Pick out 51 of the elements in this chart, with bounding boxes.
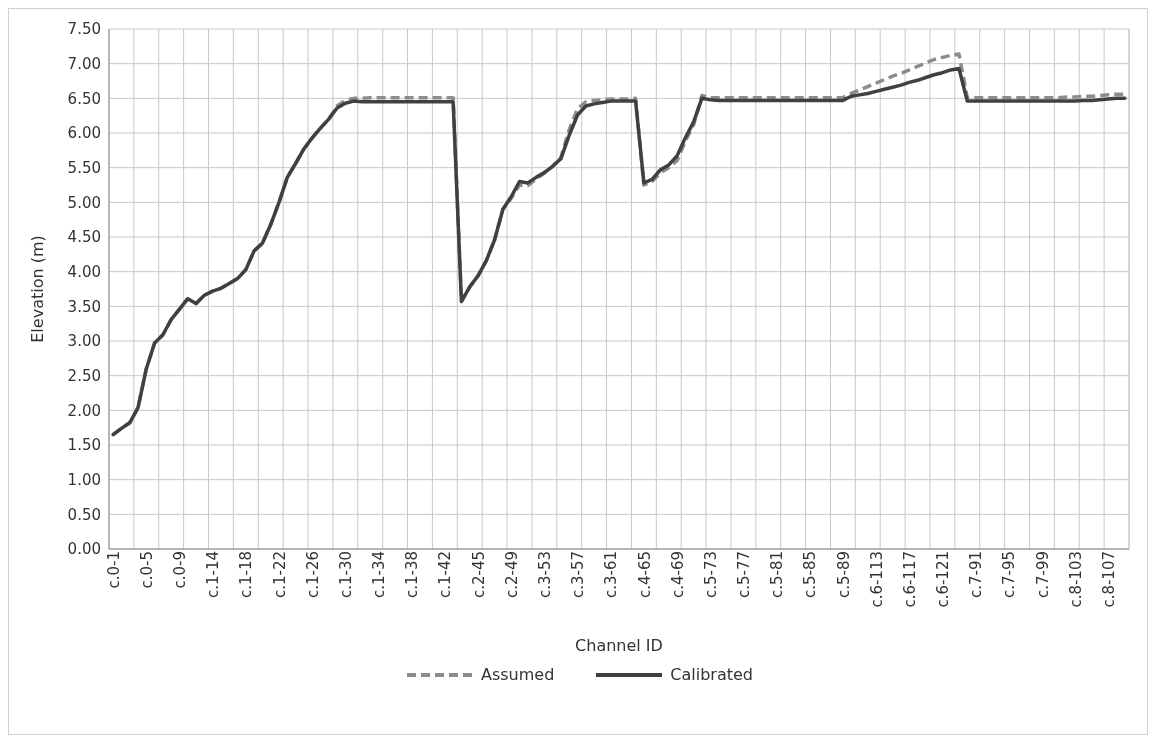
x-tick-label: c.2-45 [469, 551, 488, 599]
x-tick-label: c.6-113 [867, 551, 886, 608]
x-tick-label: c.4-69 [668, 551, 687, 599]
x-tick-label: c.5-81 [768, 551, 787, 599]
x-tick-label: c.6-117 [900, 551, 919, 608]
x-tick-label: c.5-77 [735, 551, 754, 599]
y-tick-label: 2.00 [67, 401, 101, 420]
x-tick-label: c.7-95 [1000, 551, 1019, 599]
x-tick-label: c.4-65 [635, 551, 654, 599]
x-tick-label: c.7-99 [1033, 551, 1052, 599]
x-tick-label: c.5-73 [701, 551, 720, 599]
x-tick-label: c.1-14 [204, 551, 223, 599]
x-tick-label: c.3-53 [536, 551, 555, 599]
y-tick-label: 4.00 [67, 262, 101, 281]
x-tick-label: c.1-30 [336, 551, 355, 599]
x-tick-label: c.0-5 [137, 551, 156, 589]
y-tick-label: 2.50 [67, 366, 101, 385]
x-tick-label: c.5-85 [801, 551, 820, 599]
x-tick-label: c.1-18 [237, 551, 256, 599]
y-tick-label: 1.50 [67, 436, 101, 455]
x-tick-label: c.2-49 [502, 551, 521, 599]
x-tick-label: c.3-61 [602, 551, 621, 599]
x-tick-label: c.1-22 [270, 551, 289, 599]
y-tick-label: 3.50 [67, 297, 101, 316]
x-tick-label: c.0-9 [171, 551, 190, 589]
x-tick-label: c.5-89 [834, 551, 853, 599]
y-tick-label: 5.00 [67, 193, 101, 212]
x-axis-title: Channel ID [575, 636, 663, 655]
x-tick-label: c.0-1 [104, 551, 123, 589]
x-tick-label: c.1-34 [370, 551, 389, 599]
x-tick-label: c.8-107 [1099, 551, 1118, 608]
x-tick-label: c.6-121 [934, 551, 953, 608]
y-tick-label: 4.50 [67, 228, 101, 247]
y-tick-label: 5.50 [67, 158, 101, 177]
x-tick-label: c.3-57 [569, 551, 588, 599]
y-tick-label: 6.00 [67, 124, 101, 143]
legend-label: Calibrated [669, 665, 754, 684]
y-tick-label: 6.50 [67, 89, 101, 108]
x-tick-label: c.1-26 [303, 551, 322, 599]
y-tick-label: 0.00 [67, 540, 101, 559]
legend-label: Assumed [480, 665, 555, 684]
y-tick-label: 3.00 [67, 332, 101, 351]
x-tick-label: c.7-91 [967, 551, 986, 599]
x-tick-label: c.1-38 [403, 551, 422, 599]
y-tick-label: 1.00 [67, 470, 101, 489]
y-tick-label: 0.50 [67, 505, 101, 524]
y-tick-label: 7.50 [67, 20, 101, 39]
x-tick-label: c.1-42 [436, 551, 455, 599]
y-tick-label: 7.00 [67, 54, 101, 73]
y-axis-title: Elevation (m) [27, 235, 47, 343]
x-tick-label: c.8-103 [1066, 551, 1085, 608]
